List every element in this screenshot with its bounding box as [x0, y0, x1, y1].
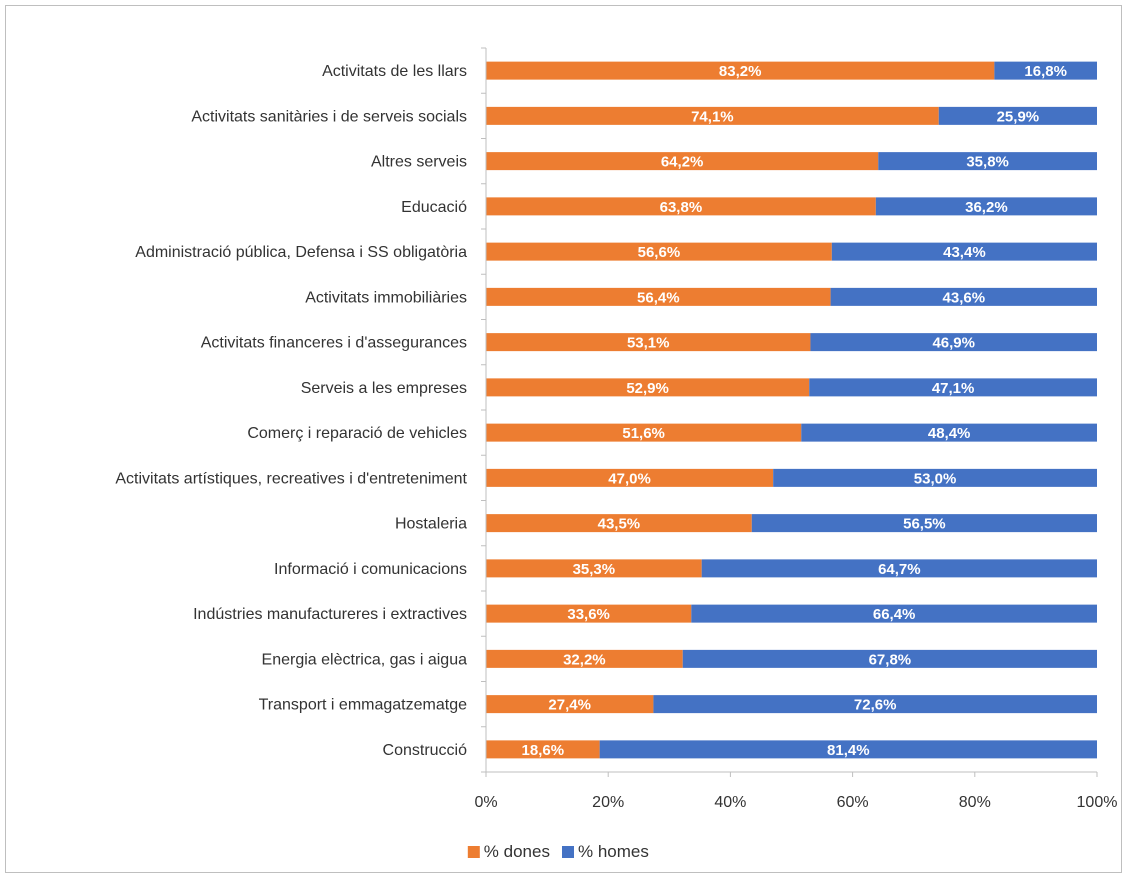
bar-homes — [701, 559, 1097, 578]
bar-dones — [486, 61, 995, 80]
data-label-dones: 64,2% — [661, 154, 704, 171]
data-label-homes: 67,8% — [869, 651, 912, 668]
data-label-dones: 63,8% — [660, 199, 703, 216]
bar-dones — [486, 333, 811, 352]
data-label-homes: 66,4% — [873, 606, 916, 623]
data-label-homes: 36,2% — [965, 199, 1008, 216]
data-label-homes: 47,1% — [932, 380, 975, 397]
data-label-dones: 83,2% — [719, 63, 762, 80]
data-label-homes: 43,4% — [943, 244, 986, 261]
bar-homes — [682, 649, 1097, 668]
data-label-dones: 18,6% — [522, 742, 565, 759]
legend-label-homes: % homes — [578, 842, 649, 861]
legend-swatch-dones — [467, 846, 480, 858]
data-label-homes: 16,8% — [1024, 63, 1067, 80]
category-label: Activitats sanitàries i de serveis socia… — [191, 108, 467, 125]
data-label-homes: 43,6% — [943, 289, 986, 306]
data-label-dones: 56,6% — [638, 244, 681, 261]
bar-dones — [486, 287, 831, 306]
data-label-dones: 56,4% — [637, 289, 680, 306]
data-label-dones: 53,1% — [627, 335, 670, 352]
legend-label-dones: % dones — [484, 842, 550, 861]
data-label-homes: 72,6% — [854, 697, 897, 714]
bar-homes — [691, 604, 1097, 623]
legend-swatch-homes — [562, 846, 574, 858]
bar-homes — [831, 242, 1097, 261]
bar-homes — [653, 695, 1097, 714]
bar-homes — [801, 423, 1097, 442]
data-label-homes: 48,4% — [928, 425, 971, 442]
bar-dones — [486, 649, 683, 668]
data-label-homes: 46,9% — [932, 335, 975, 352]
bar-dones — [486, 740, 600, 759]
data-label-homes: 81,4% — [827, 742, 870, 759]
category-label: Activitats de les llars — [322, 63, 467, 80]
data-label-homes: 64,7% — [878, 561, 921, 578]
x-tick-label: 40% — [714, 794, 746, 811]
category-label: Altres serveis — [371, 154, 467, 171]
data-label-dones: 52,9% — [626, 380, 669, 397]
bar-dones — [486, 197, 876, 216]
bar-homes — [875, 197, 1097, 216]
x-tick-label: 100% — [1077, 794, 1118, 811]
x-tick-label: 20% — [592, 794, 624, 811]
bar-homes — [773, 468, 1097, 487]
x-tick-label: 60% — [837, 794, 869, 811]
data-label-homes: 25,9% — [997, 108, 1040, 125]
bar-dones — [486, 514, 752, 533]
bar-homes — [878, 152, 1097, 171]
category-label: Activitats immobiliàries — [305, 289, 467, 306]
bar-homes — [810, 333, 1097, 352]
bar-homes — [994, 61, 1097, 80]
data-label-dones: 74,1% — [691, 108, 734, 125]
data-label-dones: 47,0% — [608, 470, 651, 487]
bar-dones — [486, 106, 939, 125]
bar-dones — [486, 242, 832, 261]
x-tick-label: 80% — [959, 794, 991, 811]
data-label-homes: 35,8% — [966, 154, 1009, 171]
category-label: Transport i emmagatzematge — [259, 697, 467, 714]
category-label: Activitats financeres i d'assegurances — [201, 335, 467, 352]
category-label: Comerç i reparació de vehicles — [247, 425, 467, 442]
bar-dones — [486, 378, 810, 397]
category-label: Administració pública, Defensa i SS obli… — [135, 244, 467, 261]
bar-dones — [486, 559, 702, 578]
bar-dones — [486, 604, 692, 623]
category-label: Construcció — [383, 742, 468, 759]
data-label-homes: 56,5% — [903, 516, 946, 533]
data-label-dones: 27,4% — [548, 697, 591, 714]
bar-dones — [486, 468, 774, 487]
category-label: Hostaleria — [395, 516, 467, 533]
data-label-dones: 35,3% — [573, 561, 616, 578]
data-label-dones: 32,2% — [563, 651, 606, 668]
category-label: Educació — [401, 199, 467, 216]
data-label-dones: 43,5% — [598, 516, 641, 533]
category-label: Indústries manufactureres i extractives — [193, 606, 467, 623]
data-label-dones: 51,6% — [622, 425, 665, 442]
bar-dones — [486, 695, 654, 714]
bar-homes — [830, 287, 1097, 306]
category-label: Informació i comunicacions — [274, 561, 467, 578]
data-label-homes: 53,0% — [914, 470, 957, 487]
category-label: Serveis a les empreses — [301, 380, 467, 397]
data-label-dones: 33,6% — [567, 606, 610, 623]
x-tick-label: 0% — [474, 794, 497, 811]
bar-homes — [938, 106, 1097, 125]
bar-homes — [809, 378, 1097, 397]
bar-homes — [751, 514, 1097, 533]
category-label: Activitats artístiques, recreatives i d'… — [115, 470, 467, 487]
bar-dones — [486, 152, 879, 171]
bar-dones — [486, 423, 802, 442]
category-label: Energia elèctrica, gas i aigua — [262, 651, 468, 668]
bar-homes — [599, 740, 1097, 759]
